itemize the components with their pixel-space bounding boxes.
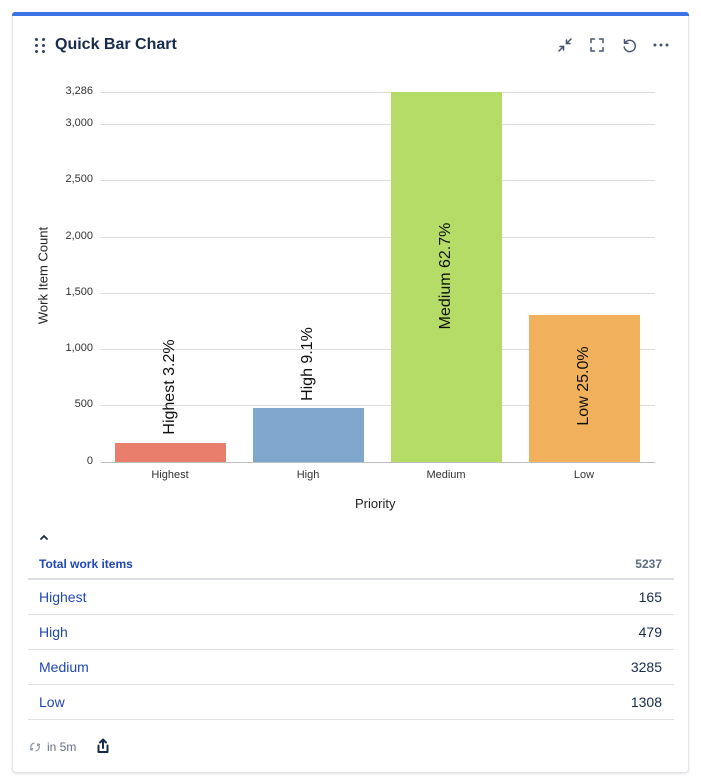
total-value: 5237 xyxy=(635,556,662,571)
table-row: High 479 xyxy=(28,615,674,650)
row-value: 165 xyxy=(638,589,662,605)
refresh-icon[interactable] xyxy=(620,36,638,54)
gadget-title: Quick Bar Chart xyxy=(55,36,177,53)
data-label-low: Low 25.0% xyxy=(575,346,592,426)
data-label-highest: Highest 3.2% xyxy=(161,339,178,435)
y-tick: 500 xyxy=(74,398,93,410)
bar-chart: 3,286 3,000 2,500 2,000 1,500 1,000 500 … xyxy=(13,12,690,511)
gadget-card: Quick Bar Chart xyxy=(12,12,689,773)
drag-handle-icon[interactable] xyxy=(35,37,47,53)
x-axis-line xyxy=(101,462,655,463)
more-icon[interactable] xyxy=(652,36,670,54)
gridline xyxy=(101,293,655,294)
gridline xyxy=(101,349,655,350)
y-axis-title: Work Item Count xyxy=(35,226,51,325)
bar-low[interactable] xyxy=(529,315,640,462)
table-row: Low 1308 xyxy=(28,685,674,720)
gridline xyxy=(101,92,655,93)
gridline xyxy=(101,180,655,181)
card-accent-bar xyxy=(12,12,689,16)
y-tick: 3,000 xyxy=(65,117,93,129)
y-tick: 0 xyxy=(86,455,93,467)
total-label: Total work items xyxy=(39,556,133,571)
share-icon[interactable] xyxy=(96,738,112,756)
gridline xyxy=(101,124,655,125)
y-tick: 3,286 xyxy=(65,85,93,97)
table-row: Medium 3285 xyxy=(28,650,674,685)
collapse-chevron-up-icon[interactable] xyxy=(39,528,53,540)
y-tick: 2,000 xyxy=(65,230,93,242)
row-value: 3285 xyxy=(630,659,662,675)
data-label-high: High 9.1% xyxy=(299,327,316,401)
table-row: Highest 165 xyxy=(28,580,674,615)
bar-high[interactable] xyxy=(253,408,364,462)
y-tick: 1,500 xyxy=(65,286,93,298)
auto-refresh-icon xyxy=(29,742,41,752)
gadget-header: Quick Bar Chart xyxy=(35,34,670,56)
x-tick: High xyxy=(296,469,320,481)
row-label-highest[interactable]: Highest xyxy=(39,589,87,605)
gridline xyxy=(101,237,655,238)
x-tick: Highest xyxy=(151,469,189,481)
total-row: Total work items 5237 xyxy=(28,549,674,580)
header-actions xyxy=(556,36,670,54)
y-tick: 1,000 xyxy=(65,342,93,354)
data-label-medium: Medium 62.7% xyxy=(437,222,454,330)
row-value: 479 xyxy=(638,624,662,640)
bar-medium[interactable] xyxy=(391,92,502,462)
summary-table: Total work items 5237 Highest 165 High 4… xyxy=(28,549,674,720)
row-value: 1308 xyxy=(630,694,662,710)
x-tick: Medium xyxy=(426,469,466,481)
row-label-high[interactable]: High xyxy=(39,624,68,640)
row-label-medium[interactable]: Medium xyxy=(39,659,89,675)
y-tick: 2,500 xyxy=(65,173,93,185)
gadget-footer: in 5m xyxy=(29,738,112,756)
x-tick: Low xyxy=(573,469,595,481)
row-label-low[interactable]: Low xyxy=(39,694,65,710)
minimize-icon[interactable] xyxy=(556,36,574,54)
gridline xyxy=(101,405,655,406)
bar-highest[interactable] xyxy=(115,443,226,462)
refresh-countdown: in 5m xyxy=(47,740,77,754)
x-axis-title: Priority xyxy=(355,496,396,511)
fullscreen-icon[interactable] xyxy=(588,36,606,54)
